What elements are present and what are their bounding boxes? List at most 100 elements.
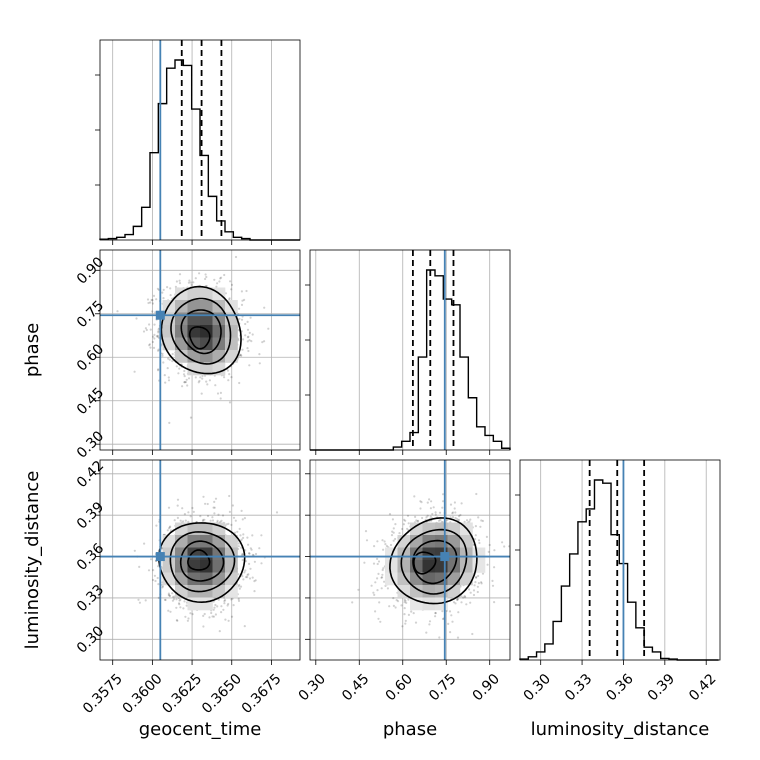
sample-point xyxy=(460,595,463,598)
sample-point xyxy=(248,562,251,566)
sample-point xyxy=(202,614,205,618)
sample-point xyxy=(244,576,248,579)
sample-point xyxy=(225,523,228,526)
sample-point xyxy=(152,578,155,582)
contour-level xyxy=(169,531,236,593)
contours xyxy=(389,517,478,605)
sample-point xyxy=(248,339,251,342)
sample-point xyxy=(176,504,179,507)
sample-point xyxy=(192,281,195,284)
sample-point xyxy=(167,379,171,382)
sample-point xyxy=(474,534,477,537)
sample-point xyxy=(442,500,445,503)
sample-point xyxy=(232,604,235,607)
sample-point xyxy=(404,619,407,623)
sample-point xyxy=(201,377,204,380)
sample-point xyxy=(468,588,471,591)
x-tick-label: 0.3625 xyxy=(159,671,205,717)
sample-point xyxy=(425,516,428,519)
sample-point xyxy=(248,552,251,555)
sample-point xyxy=(407,598,410,601)
sample-point xyxy=(474,581,477,584)
sample-point xyxy=(351,601,354,604)
sample-point xyxy=(211,519,215,522)
sample-point xyxy=(228,297,231,300)
sample-point xyxy=(456,518,459,521)
contour-level xyxy=(188,326,211,350)
sample-point xyxy=(230,598,233,601)
sample-point xyxy=(251,333,254,336)
sample-point xyxy=(372,562,376,565)
density-cell xyxy=(460,572,473,586)
sample-point xyxy=(412,612,415,615)
sample-point xyxy=(157,565,160,568)
sample-point xyxy=(206,514,210,518)
x-tick-label: 0.3650 xyxy=(199,671,245,717)
density-cell xyxy=(472,547,486,561)
sample-point xyxy=(428,498,431,501)
sample-point xyxy=(392,531,395,534)
sample-point xyxy=(230,288,233,291)
density-cell xyxy=(410,522,423,536)
sample-point xyxy=(183,600,186,603)
sample-point xyxy=(406,514,410,517)
sample-point xyxy=(480,519,483,522)
sample-point xyxy=(414,621,418,624)
sample-point xyxy=(216,282,219,285)
sample-point xyxy=(221,514,225,517)
sample-point xyxy=(146,298,150,301)
sample-point xyxy=(426,514,429,517)
sample-point xyxy=(220,611,223,614)
sample-point xyxy=(432,506,435,509)
sample-point xyxy=(133,370,136,373)
sample-point xyxy=(383,580,386,583)
density-cell xyxy=(225,572,238,586)
sample-point xyxy=(155,335,158,338)
sample-point xyxy=(248,331,251,334)
sample-point xyxy=(204,502,207,505)
sample-point xyxy=(156,287,159,290)
sample-point xyxy=(491,584,495,587)
sample-point xyxy=(253,590,256,593)
sample-point xyxy=(237,545,240,548)
sample-point xyxy=(153,333,156,336)
sample-point xyxy=(392,597,395,600)
sample-point xyxy=(214,613,217,616)
sample-point xyxy=(175,606,178,609)
x-tick-label: 0.30 xyxy=(521,671,554,704)
sample-point xyxy=(217,513,220,516)
sample-point xyxy=(187,617,190,620)
sample-point xyxy=(197,381,200,384)
sample-point xyxy=(210,611,213,615)
sample-point xyxy=(166,529,169,532)
sample-point xyxy=(151,310,154,313)
sample-point xyxy=(481,572,485,575)
sample-point xyxy=(465,603,468,606)
sample-point xyxy=(230,615,234,618)
sample-point xyxy=(148,344,151,347)
sample-point xyxy=(175,365,178,368)
sample-point xyxy=(406,527,409,530)
sample-point xyxy=(253,580,256,583)
y-axis-label-phase: phase xyxy=(22,323,43,377)
sample-point xyxy=(378,601,381,604)
sample-point xyxy=(169,610,172,613)
sample-point xyxy=(242,338,245,341)
sample-point xyxy=(364,530,368,533)
sample-point xyxy=(248,552,251,555)
sample-point xyxy=(220,605,223,608)
sample-point xyxy=(156,576,159,580)
x-axis-label-geocent_time: geocent_time xyxy=(139,719,262,740)
sample-point xyxy=(171,360,174,363)
sample-point xyxy=(201,519,204,523)
density-cell xyxy=(162,325,176,338)
sample-point xyxy=(460,601,463,604)
sample-point xyxy=(382,567,385,570)
density-cell xyxy=(397,547,411,561)
panel-content xyxy=(310,460,510,660)
sample-point xyxy=(172,598,176,601)
sample-point xyxy=(154,311,157,314)
sample-point xyxy=(420,501,423,504)
sample-point xyxy=(202,495,205,498)
